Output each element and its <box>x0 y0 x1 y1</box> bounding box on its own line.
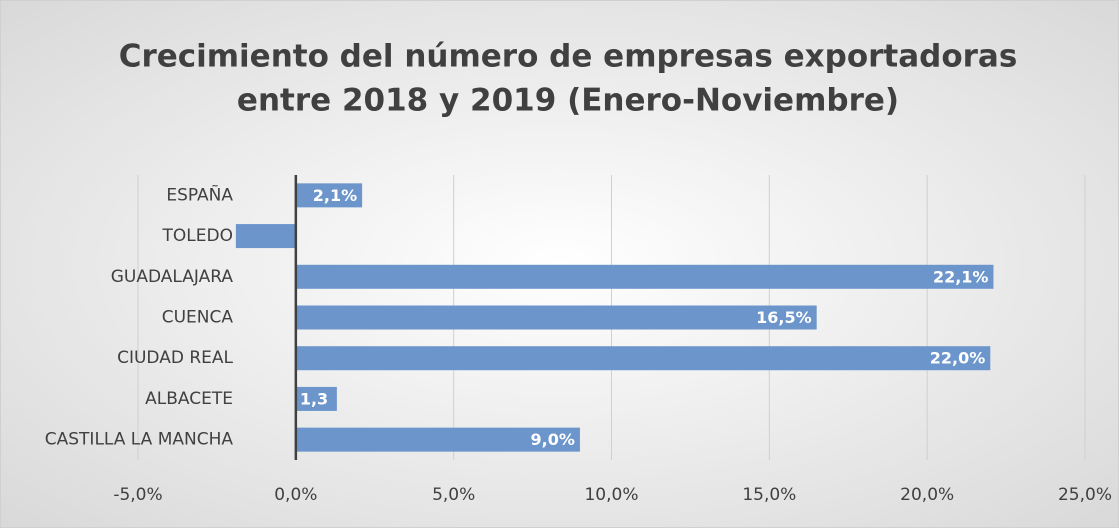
value-label: 16,5% <box>756 308 812 327</box>
x-tick-label: 15,0% <box>742 485 796 505</box>
y-tick-label: GUADALAJARA <box>111 267 234 287</box>
value-label: 22,1% <box>933 267 989 286</box>
y-tick-label: TOLEDO <box>162 226 233 246</box>
chart-title: entre 2018 y 2019 (Enero-Noviembre) <box>237 83 899 119</box>
bar <box>295 305 817 330</box>
y-tick-label: ESPAÑA <box>166 183 233 205</box>
x-tick-label: 25,0% <box>1058 485 1112 505</box>
x-tick-label: 0,0% <box>274 485 317 505</box>
value-label: 1,3 <box>300 389 328 408</box>
bar <box>295 386 337 411</box>
value-label: 2,1% <box>313 186 357 205</box>
x-tick-label: 5,0% <box>432 485 475 505</box>
x-tick-label: 10,0% <box>584 485 638 505</box>
y-tick-label: CUENCA <box>162 308 234 328</box>
x-tick-label: 20,0% <box>900 485 954 505</box>
bar <box>295 346 991 371</box>
chart-title: Crecimiento del número de empresas expor… <box>119 39 1018 75</box>
value-label: 22,0% <box>930 349 986 368</box>
x-tick-label: -5,0% <box>113 485 162 505</box>
value-label: 9,0% <box>531 430 575 449</box>
bar <box>295 427 580 452</box>
bar <box>295 183 363 208</box>
y-tick-label: ALBACETE <box>145 389 233 409</box>
bar <box>295 264 994 289</box>
y-tick-label: CASTILLA LA MANCHA <box>45 430 234 450</box>
y-tick-label: CIUDAD REAL <box>117 348 233 368</box>
bar <box>235 224 296 249</box>
